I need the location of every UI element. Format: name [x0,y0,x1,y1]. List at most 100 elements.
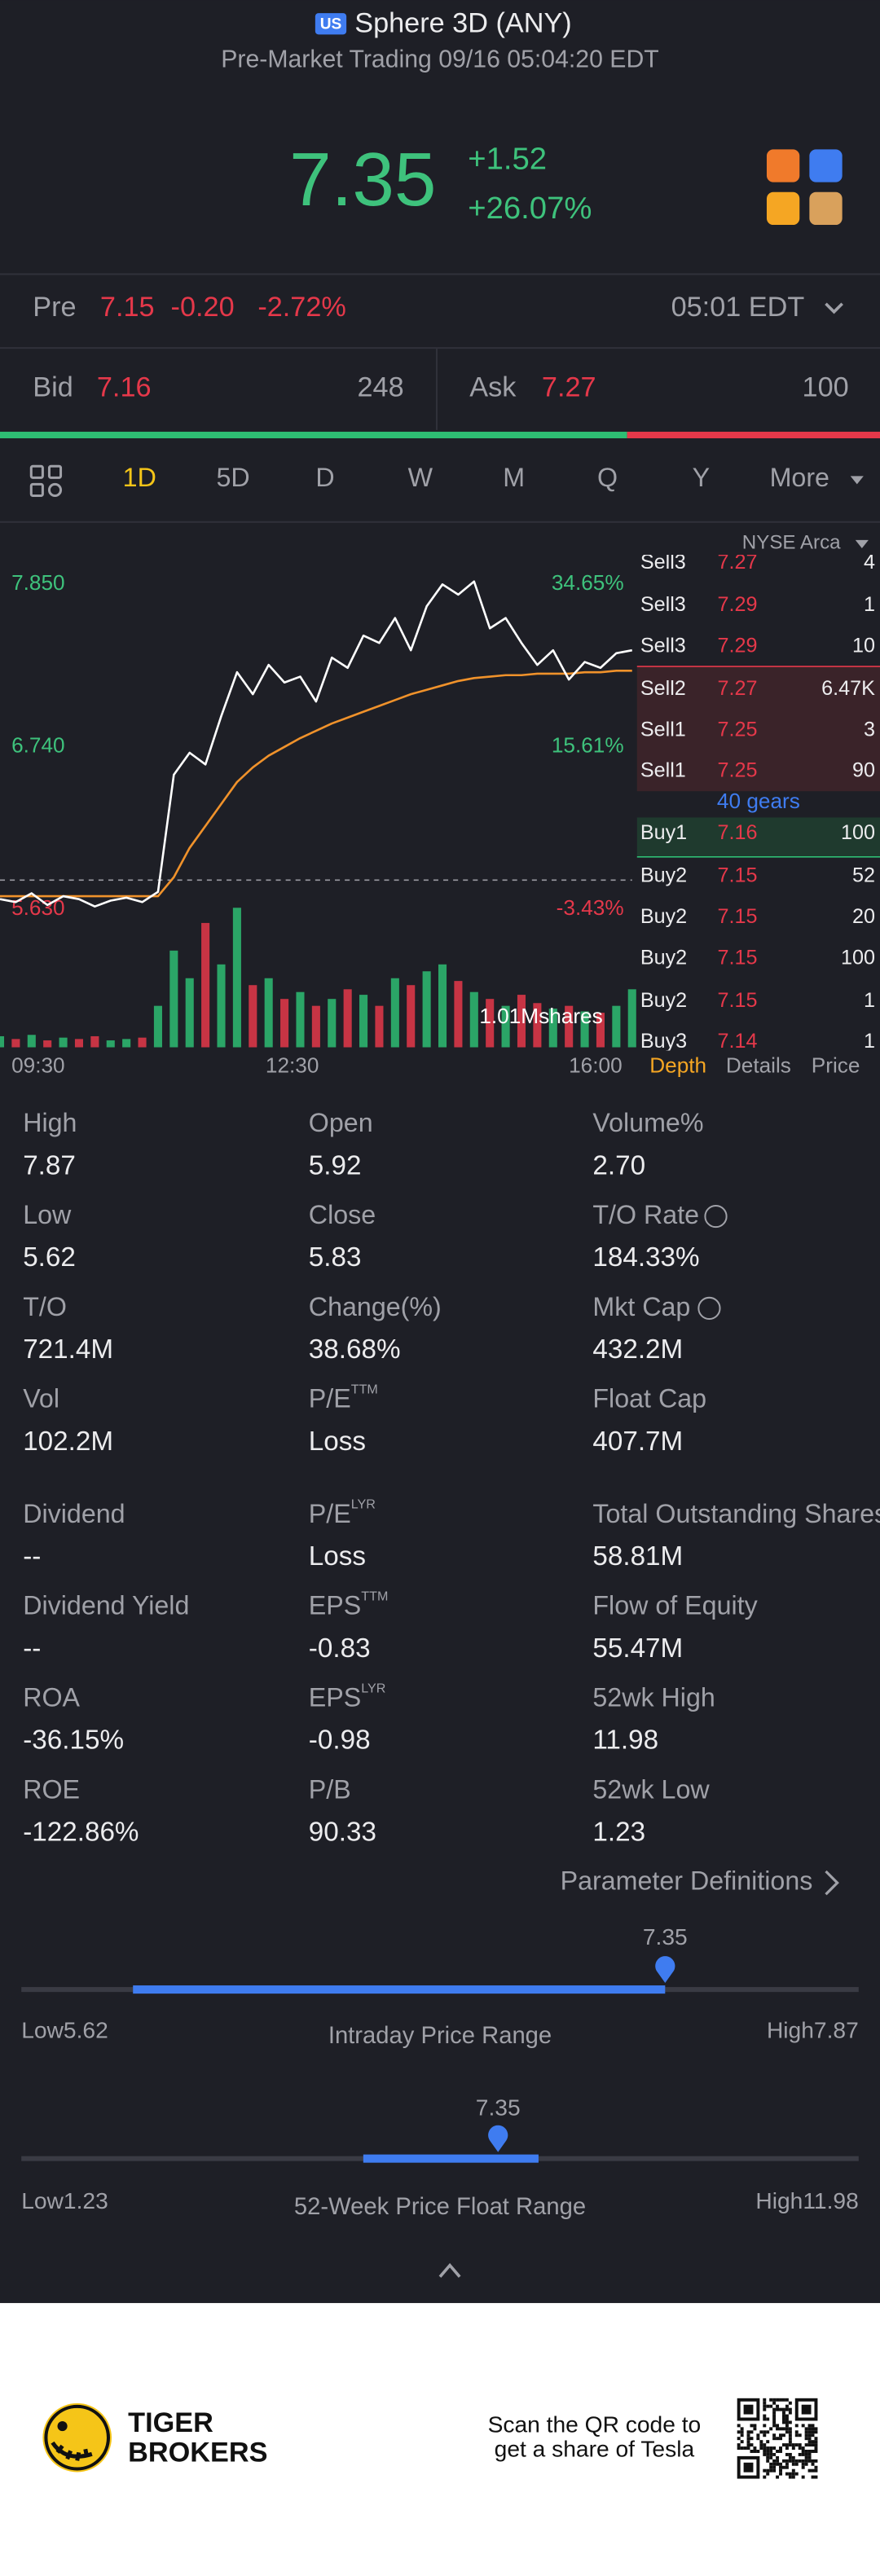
period-tab[interactable]: Y [693,463,711,492]
qr-module [801,2462,805,2466]
qr-module [798,2446,802,2451]
stat-value: 7.87 [23,1150,76,1180]
qr-module [807,2443,812,2447]
book-price: 7.14 [718,1030,758,1053]
stat-label: Float Cap [592,1383,706,1413]
stat-label-text: Total Outstanding Shares [592,1498,880,1528]
period-tab[interactable]: 1D [123,463,156,492]
qr-module [811,2424,815,2428]
icon[interactable] [766,149,800,182]
book-tab[interactable]: Price [812,1053,860,1078]
link-chevron[interactable] [825,1870,839,1896]
volume-bar [249,985,257,1048]
qr-module [772,2462,777,2466]
range-high: High7.87 [767,2017,859,2043]
period-tab[interactable]: D [315,463,334,492]
book-tab[interactable]: Details [726,1053,791,1078]
exchange-label[interactable]: NYSE Arca [742,531,841,553]
brand-name: BROKERS [128,2437,267,2468]
qr-module [763,2468,767,2473]
qr-module [807,2427,812,2431]
qr-module [804,2450,808,2453]
qr-module [801,2459,805,2463]
period-tab[interactable]: 5D [217,463,250,492]
stat-label: ROE [23,1774,80,1804]
stat-value: -0.98 [309,1725,371,1756]
qr-module [811,2427,815,2431]
pre-time[interactable]: 05:01 EDT [671,292,805,323]
qr-module [811,2459,815,2463]
grid-icon[interactable] [29,464,63,498]
book-size: 100 [841,821,875,844]
volume-bar [280,999,289,1048]
volume-bar [375,1005,384,1048]
stat-value: 5.92 [309,1150,362,1180]
period-tab[interactable]: M [503,463,525,492]
book-price: 7.27 [718,551,758,574]
qr-module [776,2462,780,2466]
qr-module [811,2450,815,2453]
volume-bar [232,908,241,1048]
stat-label: EPSTTM [309,1589,389,1620]
exchange-caret[interactable] [855,539,869,548]
stat-label-text: Vol [23,1383,59,1413]
stat-label: 52wk High [592,1682,715,1712]
qr-module [785,2424,789,2428]
qr-module [779,2427,782,2431]
stat-value: -- [23,1541,41,1572]
period-tab[interactable]: W [408,463,433,492]
qr-module [769,2450,773,2453]
qr-module [772,2446,777,2451]
parameter-link[interactable]: Parameter Definitions [561,1866,813,1896]
qr-module [781,2411,785,2415]
qr-module [794,2430,799,2434]
book-tab[interactable]: Depth [649,1053,706,1078]
qr-module [740,2430,744,2434]
volume-bar [328,999,337,1048]
book-price: 7.15 [718,989,758,1012]
collapse-chevron[interactable] [438,2262,461,2278]
qr-module [746,2443,750,2447]
qr-module [772,2437,777,2441]
qr-module [801,2465,805,2469]
period-tab[interactable]: More [770,463,829,492]
qr-module [753,2427,757,2431]
qr-module [811,2440,815,2444]
icon[interactable] [809,149,843,182]
volume-bar [407,985,416,1048]
icon[interactable] [809,191,843,226]
qr-module [798,2452,802,2456]
stat-label-text: P/B [309,1774,351,1804]
volume-bar [122,1039,131,1048]
last-price: 7.35 [289,137,436,222]
more-caret[interactable] [850,476,864,485]
qr-module [785,2427,789,2431]
book-level: Buy1 [640,821,687,844]
y-tick-label: 6.740 [11,733,65,758]
qr-module [788,2437,792,2441]
qr-module [746,2430,750,2434]
qr-module [763,2424,767,2428]
buy-tint [636,817,880,857]
qr-module [814,2468,818,2473]
book-level: Sell1 [640,759,686,782]
range-high-prefix: High [755,2187,803,2213]
period-tab[interactable]: Q [597,463,618,492]
qr-module [737,2443,741,2447]
info-icon[interactable] [697,1204,728,1321]
book-gears[interactable]: 40 gears [717,789,800,813]
qr-module [811,2468,815,2473]
stat-label-text: High [23,1108,77,1137]
qr-module [785,2430,789,2434]
stat-label-text: Flow of Equity [592,1590,758,1620]
stat-label-text: Close [309,1200,376,1229]
qr-module [791,2475,795,2479]
icon[interactable] [766,191,800,226]
dropdown-chevron[interactable] [825,302,843,314]
qr-module [740,2427,744,2431]
qr-module [781,2443,785,2447]
qr-module [807,2452,812,2456]
qr-module [788,2433,792,2438]
y-tick-label: 7.850 [11,570,65,595]
